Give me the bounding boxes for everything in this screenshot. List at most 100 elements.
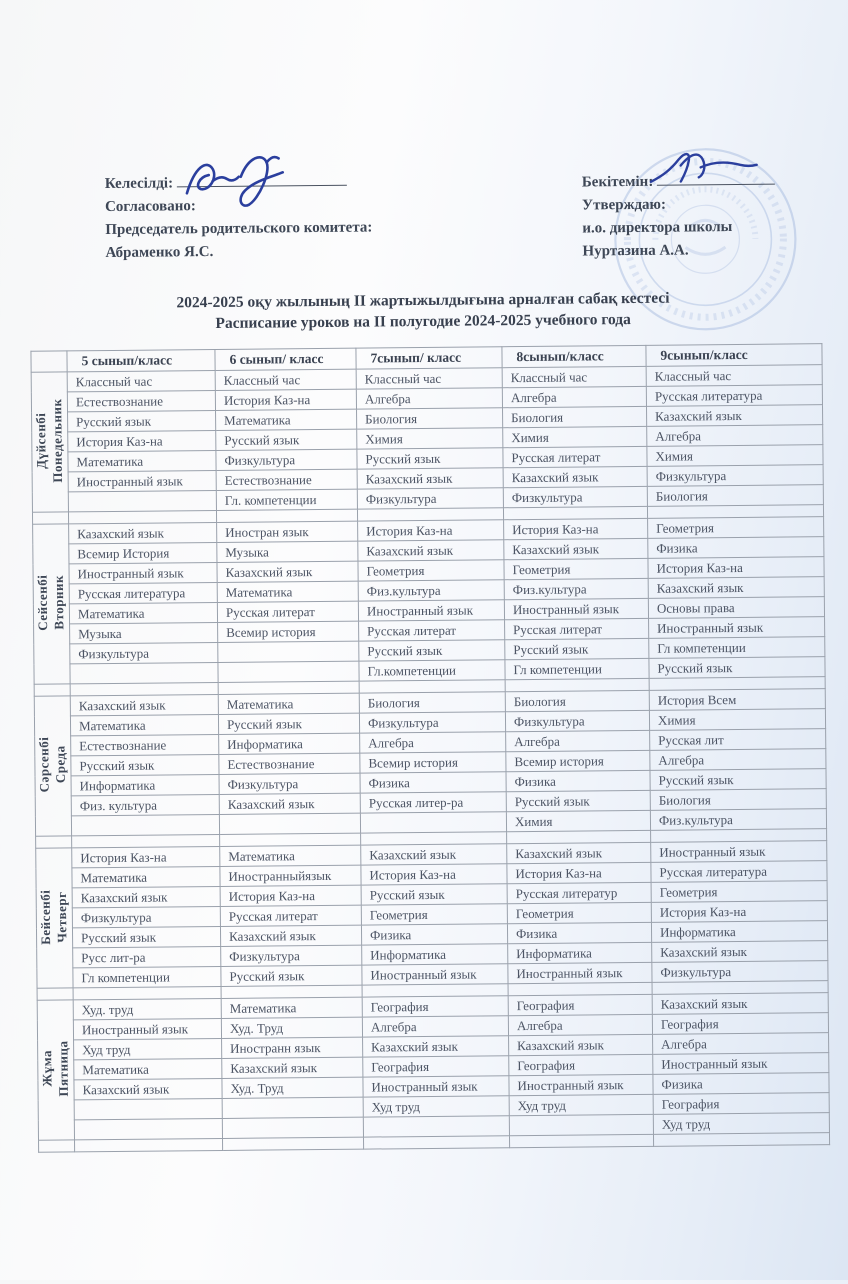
lesson-cell bbox=[68, 490, 217, 512]
lesson-cell: Физ.культура bbox=[504, 578, 649, 600]
timetable: 5 сынып/класс 6 сынып/ класс 7сынып/ класс… bbox=[30, 343, 830, 1153]
lesson-cell: Математика bbox=[219, 845, 361, 867]
lesson-cell: Русская лит bbox=[649, 728, 826, 751]
lesson-cell: Естествознание bbox=[216, 469, 358, 491]
lesson-cell: Алгебра bbox=[359, 731, 506, 754]
day-name-kk: Сәрсенбі bbox=[36, 736, 52, 793]
agreed-line: Келесілді: bbox=[105, 170, 435, 196]
lesson-cell: Биология bbox=[356, 407, 503, 430]
lesson-cell: Русская литератур bbox=[507, 882, 652, 904]
lesson-cell: Геометрия bbox=[647, 516, 824, 539]
lesson-cell: Биология bbox=[359, 691, 506, 714]
lesson-cell: Естествознание bbox=[67, 390, 216, 412]
lesson-cell: Математика bbox=[73, 1058, 222, 1080]
approval-block-right: Бекітемін: Утверждаю: и.о. директора шко… bbox=[582, 169, 823, 263]
lesson-cell: Казахский язык bbox=[362, 1035, 509, 1058]
lesson-cell: Классный час bbox=[646, 364, 823, 387]
lesson-cell: Физкультура bbox=[357, 487, 504, 510]
approved-label-ru: Утверждаю: bbox=[581, 196, 667, 214]
lesson-cell bbox=[74, 1098, 223, 1120]
lesson-cell: География bbox=[653, 1092, 830, 1115]
lesson-cell: Худ. труд bbox=[73, 998, 222, 1020]
separator-cell bbox=[222, 1137, 364, 1151]
lesson-cell: Казахский язык bbox=[221, 1057, 363, 1079]
lesson-cell: Биология bbox=[647, 484, 824, 507]
separator-cell bbox=[32, 511, 69, 525]
lesson-cell: Физкультура bbox=[651, 960, 829, 983]
lesson-cell: География bbox=[652, 1012, 829, 1035]
lesson-cell: Иностранный язык bbox=[508, 1074, 654, 1096]
lesson-cell: История Каз-на bbox=[67, 430, 216, 452]
lesson-cell: Русский язык bbox=[70, 754, 220, 776]
lesson-cell: Биология bbox=[650, 788, 827, 811]
lesson-cell: Иностранный язык bbox=[361, 963, 509, 986]
lesson-cell: Физика bbox=[505, 770, 651, 792]
agreed-label-ru: Согласовано: bbox=[104, 198, 196, 216]
day-label: Сейсенбі Вторник bbox=[35, 575, 68, 631]
lesson-cell: Казахский язык bbox=[216, 561, 359, 583]
agreed-label-kk: Келесілді: bbox=[104, 175, 174, 193]
lesson-cell: Иностранный язык bbox=[652, 1052, 829, 1075]
day-name-ru: Пятница bbox=[55, 1040, 72, 1097]
lesson-cell: Химия bbox=[502, 426, 647, 448]
lesson-cell: Иностранныйязык bbox=[219, 865, 362, 887]
lesson-cell: Математика bbox=[221, 997, 363, 1019]
lesson-cell: Иностранн язык bbox=[221, 1037, 363, 1059]
lesson-cell: Казахский язык bbox=[503, 466, 648, 488]
lesson-cell: Иностранный язык bbox=[73, 1018, 222, 1040]
agreed-role: Председатель родительского комитета: bbox=[105, 219, 373, 239]
lesson-cell: История Каз-на bbox=[71, 846, 220, 868]
lesson-cell: Физкультура bbox=[215, 449, 358, 471]
lesson-cell: Всемир история bbox=[217, 621, 359, 643]
lesson-cell: Всемир история bbox=[359, 751, 506, 774]
lesson-cell: Казахский язык bbox=[68, 522, 217, 544]
lesson-cell: Казахский язык bbox=[646, 404, 823, 427]
lesson-cell: Казахский язык bbox=[70, 694, 219, 716]
lesson-cell: Русский язык bbox=[67, 410, 216, 432]
lesson-cell: Казахский язык bbox=[219, 793, 361, 815]
lesson-cell: География bbox=[362, 1055, 509, 1078]
lesson-cell: Геометрия bbox=[357, 559, 505, 582]
lesson-cell: География bbox=[508, 994, 653, 1016]
day-name-kk: Бейсенбі bbox=[37, 889, 54, 945]
lesson-cell: Гл. компетенции bbox=[216, 489, 358, 511]
lesson-cell: История Каз-на bbox=[215, 389, 357, 411]
separator-cell bbox=[363, 1135, 510, 1150]
signature-line-right bbox=[656, 169, 776, 186]
lesson-cell: Иностранный язык bbox=[362, 1075, 510, 1098]
column-header: 8сынып/класс bbox=[501, 345, 647, 368]
day-name-ru: Среда bbox=[52, 745, 69, 784]
lesson-cell bbox=[360, 811, 507, 834]
lesson-cell: Казахский язык bbox=[357, 539, 504, 562]
lesson-cell: Физика bbox=[360, 771, 507, 794]
lesson-cell: Русский язык bbox=[220, 965, 363, 987]
lesson-cell bbox=[71, 814, 220, 836]
agreement-block-left: Келесілді: Согласовано: Председатель род… bbox=[105, 170, 436, 265]
lesson-cell bbox=[217, 661, 360, 683]
lesson-cell: Физика bbox=[647, 536, 824, 559]
separator-cell bbox=[35, 835, 72, 849]
lesson-cell: Геометрия bbox=[361, 903, 508, 926]
separator-cell bbox=[37, 987, 74, 1001]
day-cell: Бейсенбі Четверг bbox=[35, 847, 74, 989]
lesson-cell: Физика bbox=[507, 922, 652, 944]
lesson-cell: История Каз-на bbox=[220, 885, 362, 907]
lesson-cell: Биология bbox=[502, 406, 647, 428]
lesson-cell: Информатика bbox=[361, 943, 508, 966]
lesson-cell: Русский язык bbox=[218, 713, 360, 735]
lesson-cell: Худ. Труд bbox=[221, 1077, 364, 1099]
lesson-cell: Иностранный язык bbox=[358, 599, 505, 622]
approved-label-kk: Бекітемін: bbox=[581, 173, 654, 191]
lesson-cell: Казахский язык bbox=[503, 538, 648, 560]
lesson-cell: Казахский язык bbox=[73, 1078, 223, 1100]
signature-line-left bbox=[176, 170, 347, 188]
separator-cell bbox=[509, 1134, 654, 1148]
lesson-cell: Гл.компетенции bbox=[358, 659, 506, 682]
lesson-cell: Худ труд bbox=[363, 1095, 510, 1118]
column-header: 9сынып/класс bbox=[645, 343, 823, 367]
lesson-cell: Русская литер-ра bbox=[360, 791, 507, 814]
lesson-cell: Музыка bbox=[69, 622, 218, 644]
lesson-cell: Казахский язык bbox=[506, 842, 651, 864]
lesson-cell: Математика bbox=[217, 581, 359, 603]
lesson-cell: Иностранный язык bbox=[650, 840, 827, 863]
